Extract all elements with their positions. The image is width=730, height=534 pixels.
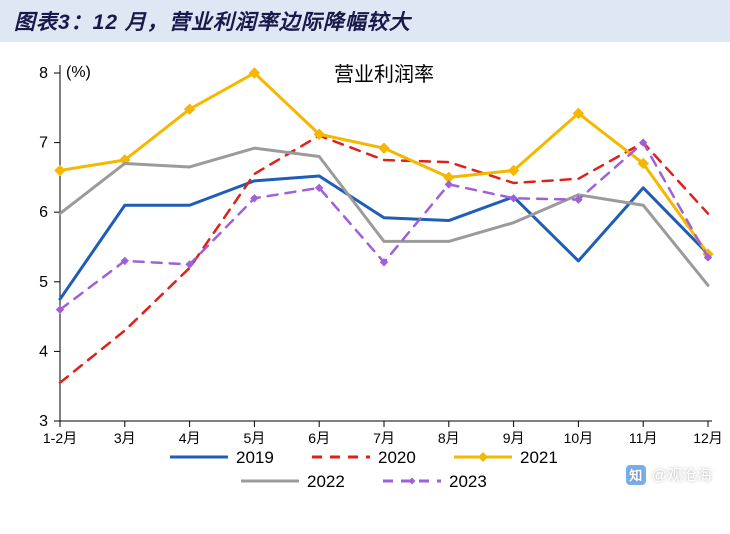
marker-2023: [445, 181, 452, 188]
y-tick-label: 6: [39, 204, 48, 221]
x-tick-label: 8月: [438, 430, 460, 446]
y-tick-label: 4: [39, 343, 48, 360]
x-tick-label: 7月: [373, 430, 395, 446]
y-tick-label: 7: [39, 135, 48, 152]
legend-label-2023: 2023: [449, 472, 487, 491]
marker-2021: [55, 165, 65, 175]
y-tick-label: 5: [39, 274, 48, 291]
watermark-text: @观沧海: [652, 464, 712, 485]
legend-label-2021: 2021: [520, 448, 558, 467]
y-tick-label: 8: [39, 65, 48, 82]
x-tick-label: 11月: [629, 430, 658, 446]
watermark: 知 @观沧海: [626, 464, 712, 485]
legend-label-2019: 2019: [236, 448, 274, 467]
x-tick-label: 4月: [179, 430, 201, 446]
chart-area: (%) 营业利润率 3 4 5 6 7 8 1-2月 3月 4月 5月 6月 7月 8月 9月 10月 11月 12…: [0, 43, 730, 493]
x-tick-label: 1-2月: [43, 430, 77, 446]
marker-2021: [379, 143, 389, 153]
chart-inner-title: 营业利润率: [334, 63, 434, 86]
x-tick-label: 9月: [503, 430, 525, 446]
legend-marker-2021: [478, 452, 488, 462]
series-2021: [60, 73, 708, 254]
x-tick-label: 6月: [308, 430, 330, 446]
zhihu-logo-icon: 知: [626, 465, 646, 485]
chart-title-bar: 图表3：12 月，营业利润率边际降幅较大: [0, 0, 730, 43]
legend-label-2020: 2020: [378, 448, 416, 467]
y-tick-label: 3: [39, 413, 48, 430]
x-tick-label: 12月: [693, 430, 723, 446]
x-tick-label: 5月: [244, 430, 266, 446]
x-tick-label: 3月: [114, 430, 136, 446]
x-tick-label: 10月: [564, 430, 594, 446]
y-axis-unit: (%): [66, 64, 91, 81]
legend-marker-2023: [409, 478, 416, 485]
line-chart-svg: (%) 营业利润率 3 4 5 6 7 8 1-2月 3月 4月 5月 6月 7月 8月 9月 10月 11月 12…: [0, 43, 730, 493]
legend-label-2022: 2022: [307, 472, 345, 491]
chart-title: 图表3：12 月，营业利润率边际降幅较大: [14, 6, 411, 36]
series-2019: [60, 176, 708, 299]
